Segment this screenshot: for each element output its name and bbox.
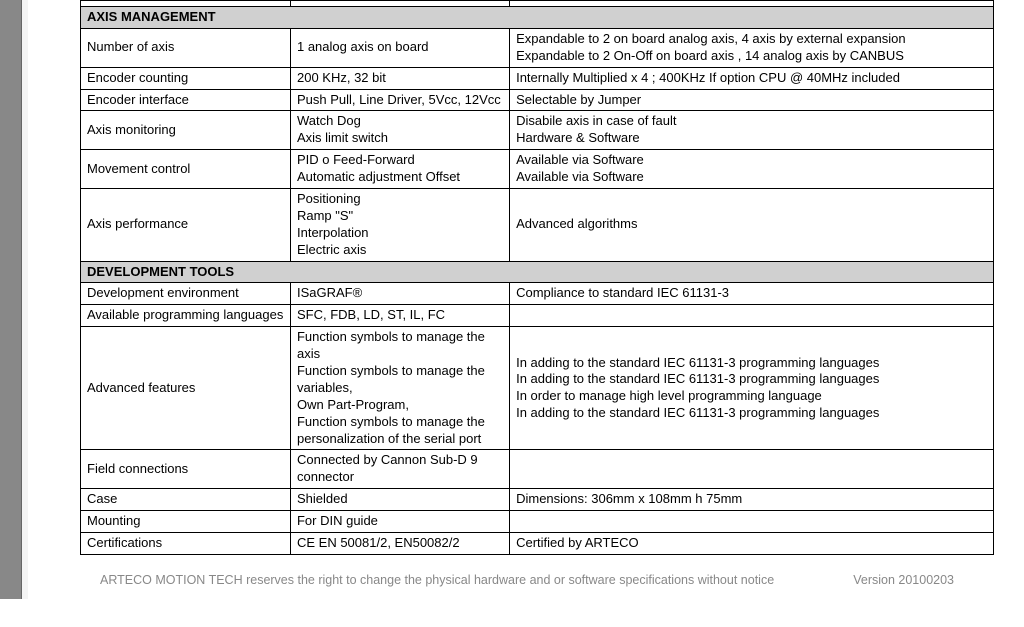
spec-notes bbox=[510, 305, 994, 327]
spec-value: ISaGRAF® bbox=[290, 283, 509, 305]
spec-notes: Internally Multiplied x 4 ; 400KHz If op… bbox=[510, 67, 994, 89]
spec-label: Movement control bbox=[81, 150, 291, 189]
spec-label: Axis performance bbox=[81, 189, 291, 262]
table-row: Encoder interface Push Pull, Line Driver… bbox=[81, 89, 994, 111]
spec-value: Function symbols to manage the axisFunct… bbox=[290, 327, 509, 450]
spec-value: PID o Feed-ForwardAutomatic adjustment O… bbox=[290, 150, 509, 189]
spec-notes: Disabile axis in case of faultHardware &… bbox=[510, 111, 994, 150]
table-row: Mounting For DIN guide bbox=[81, 511, 994, 533]
spec-notes: Expandable to 2 on board analog axis, 4 … bbox=[510, 28, 994, 67]
spec-notes: Available via SoftwareAvailable via Soft… bbox=[510, 150, 994, 189]
spec-value: 1 analog axis on board bbox=[290, 28, 509, 67]
table-row: Certifications CE EN 50081/2, EN50082/2 … bbox=[81, 533, 994, 555]
spec-value: PositioningRamp "S"InterpolationElectric… bbox=[290, 189, 509, 262]
section-title: DEVELOPMENT TOOLS bbox=[81, 261, 994, 283]
page-left-edge bbox=[0, 0, 22, 599]
spec-value: Push Pull, Line Driver, 5Vcc, 12Vcc bbox=[290, 89, 509, 111]
spec-value: CE EN 50081/2, EN50082/2 bbox=[290, 533, 509, 555]
spec-value: 200 KHz, 32 bit bbox=[290, 67, 509, 89]
spec-notes: Selectable by Jumper bbox=[510, 89, 994, 111]
spec-label: Development environment bbox=[81, 283, 291, 305]
table-row: Number of axis 1 analog axis on board Ex… bbox=[81, 28, 994, 67]
spec-notes: In adding to the standard IEC 61131-3 pr… bbox=[510, 327, 994, 450]
page-footer: ARTECO MOTION TECH reserves the right to… bbox=[80, 555, 994, 587]
section-header-axis-management: AXIS MANAGEMENT bbox=[81, 7, 994, 29]
spec-label: Case bbox=[81, 489, 291, 511]
spec-label: Axis monitoring bbox=[81, 111, 291, 150]
table-row: Axis monitoring Watch DogAxis limit swit… bbox=[81, 111, 994, 150]
table-row: Advanced features Function symbols to ma… bbox=[81, 327, 994, 450]
spec-notes bbox=[510, 450, 994, 489]
spec-value: Connected by Cannon Sub-D 9 connector bbox=[290, 450, 509, 489]
table-row: Movement control PID o Feed-ForwardAutom… bbox=[81, 150, 994, 189]
spec-notes: Advanced algorithms bbox=[510, 189, 994, 262]
spec-label: Mounting bbox=[81, 511, 291, 533]
spec-label: Encoder interface bbox=[81, 89, 291, 111]
spec-label: Number of axis bbox=[81, 28, 291, 67]
spec-notes: Compliance to standard IEC 61131-3 bbox=[510, 283, 994, 305]
spec-notes: Certified by ARTECO bbox=[510, 533, 994, 555]
specifications-table: AXIS MANAGEMENT Number of axis 1 analog … bbox=[80, 0, 994, 555]
table-row: Axis performance PositioningRamp "S"Inte… bbox=[81, 189, 994, 262]
table-row: Field connections Connected by Cannon Su… bbox=[81, 450, 994, 489]
section-title: AXIS MANAGEMENT bbox=[81, 7, 994, 29]
spec-label: Certifications bbox=[81, 533, 291, 555]
section-header-development-tools: DEVELOPMENT TOOLS bbox=[81, 261, 994, 283]
spec-notes: Dimensions: 306mm x 108mm h 75mm bbox=[510, 489, 994, 511]
spec-label: Field connections bbox=[81, 450, 291, 489]
footer-disclaimer: ARTECO MOTION TECH reserves the right to… bbox=[100, 573, 774, 587]
spec-value: For DIN guide bbox=[290, 511, 509, 533]
spec-notes bbox=[510, 511, 994, 533]
spec-label: Encoder counting bbox=[81, 67, 291, 89]
spec-value: SFC, FDB, LD, ST, IL, FC bbox=[290, 305, 509, 327]
table-row: Available programming languages SFC, FDB… bbox=[81, 305, 994, 327]
spec-value: Watch DogAxis limit switch bbox=[290, 111, 509, 150]
footer-version: Version 20100203 bbox=[853, 573, 954, 587]
document-page: AXIS MANAGEMENT Number of axis 1 analog … bbox=[0, 0, 1024, 627]
table-row: Case Shielded Dimensions: 306mm x 108mm … bbox=[81, 489, 994, 511]
spec-label: Advanced features bbox=[81, 327, 291, 450]
spec-label: Available programming languages bbox=[81, 305, 291, 327]
spec-value: Shielded bbox=[290, 489, 509, 511]
table-row: Development environment ISaGRAF® Complia… bbox=[81, 283, 994, 305]
table-row: Encoder counting 200 KHz, 32 bit Interna… bbox=[81, 67, 994, 89]
